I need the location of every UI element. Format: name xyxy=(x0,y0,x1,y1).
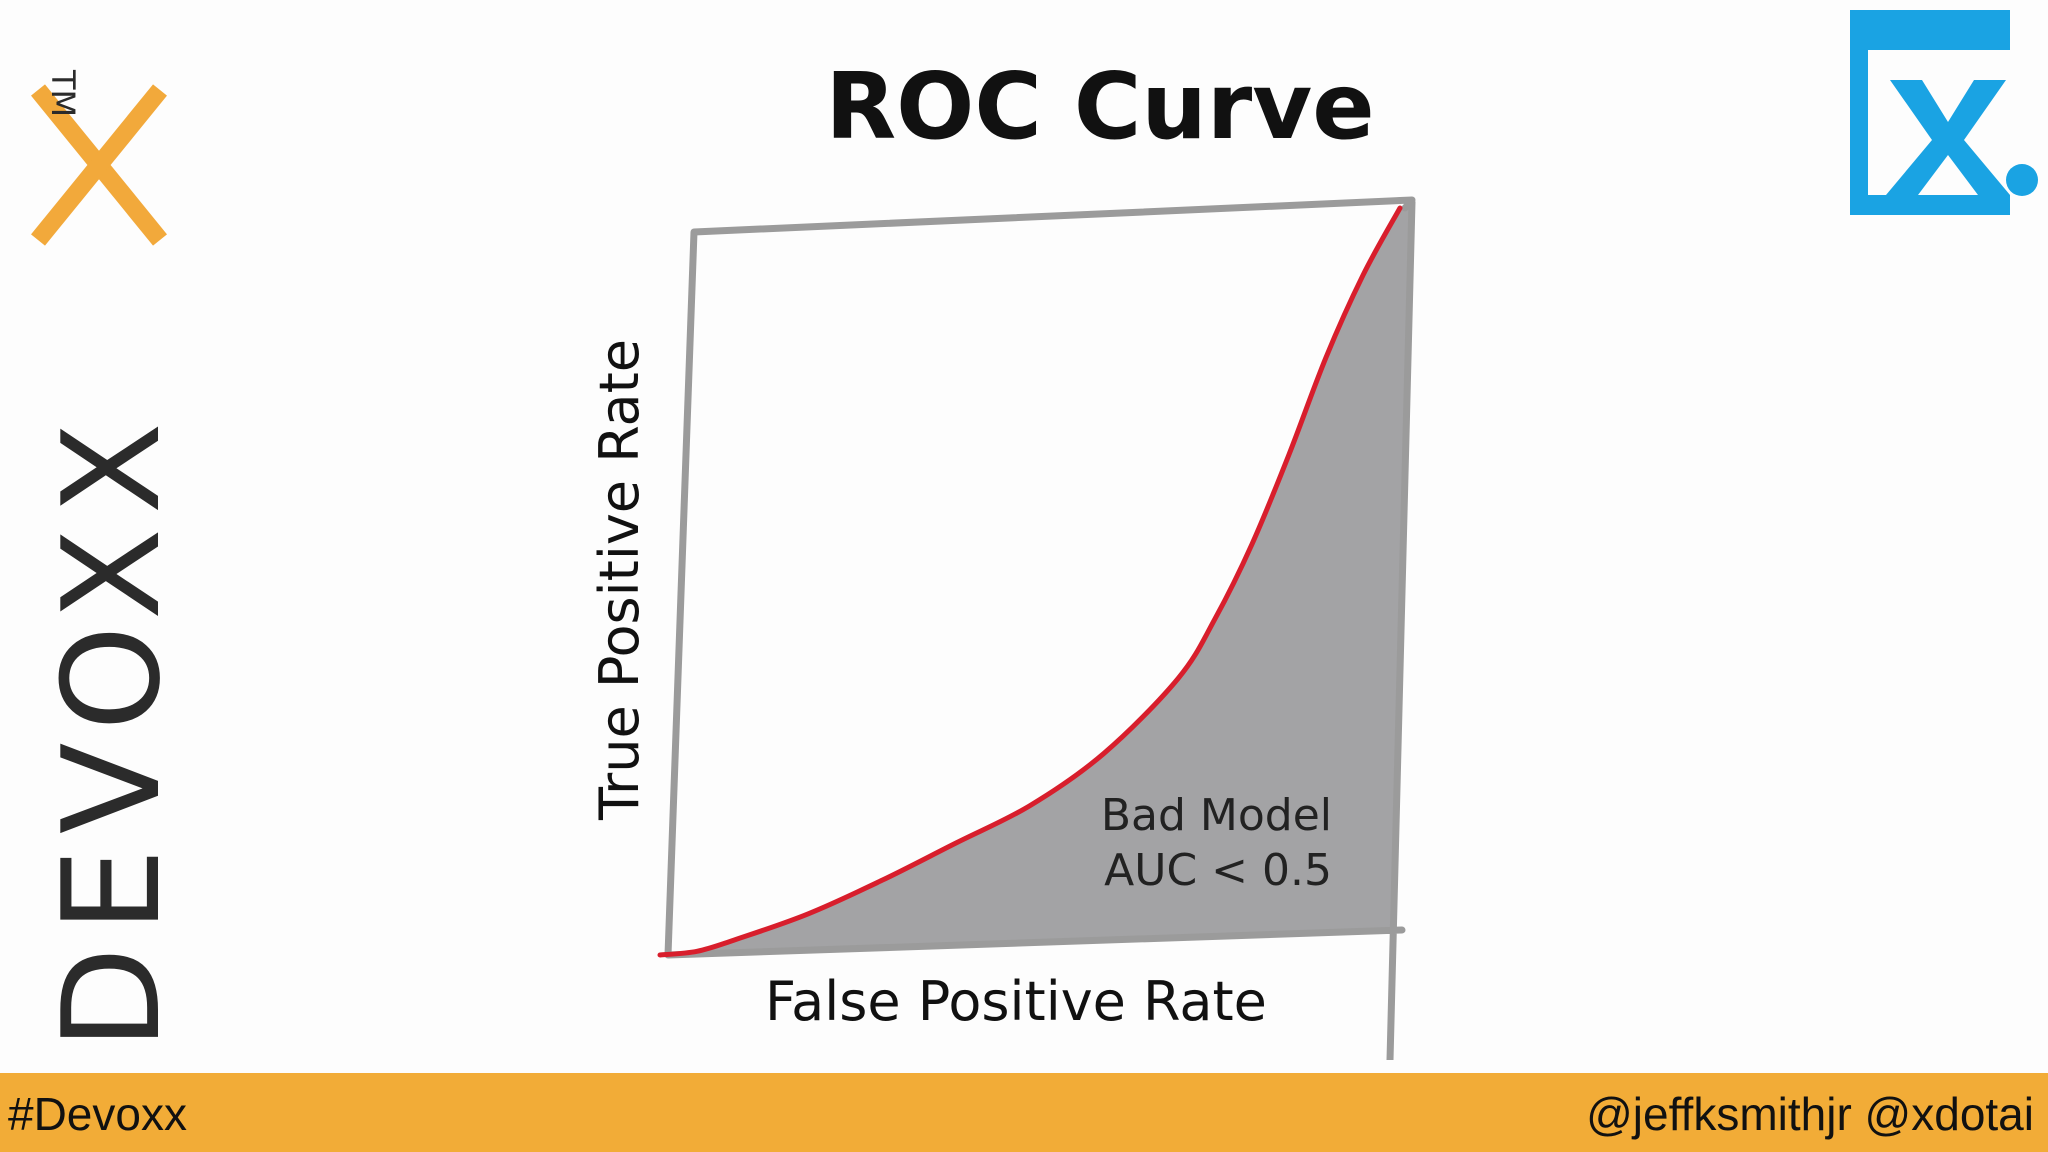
x-dot-logo-icon xyxy=(1850,10,2040,215)
trademark-mark: TM xyxy=(44,69,82,117)
footer-handles: @jeffksmithjr @xdotai xyxy=(1586,1088,2034,1140)
devoxx-accent-stroke xyxy=(31,84,167,246)
annotation-line-1: Bad Model xyxy=(1101,790,1332,841)
area-under-curve xyxy=(660,208,1410,955)
roc-curve xyxy=(657,205,1403,958)
footer-bar: #Devoxx @jeffksmithjr @xdotai xyxy=(0,1073,2048,1152)
footer-hashtag: #Devoxx xyxy=(8,1088,187,1140)
roc-chart: True Positive Rate False Positive Rate B… xyxy=(588,196,1416,1060)
y-axis-label: True Positive Rate xyxy=(588,339,651,821)
devoxx-logo-icon: DEVOXX TM xyxy=(31,69,180,1050)
slide-title: ROC Curve xyxy=(825,53,1375,160)
annotation-line-2: AUC < 0.5 xyxy=(1104,845,1332,896)
plot-frame xyxy=(664,196,1416,1060)
x-axis-label: False Positive Rate xyxy=(765,970,1267,1033)
devoxx-logo-text: DEVOXX xyxy=(34,408,180,1050)
